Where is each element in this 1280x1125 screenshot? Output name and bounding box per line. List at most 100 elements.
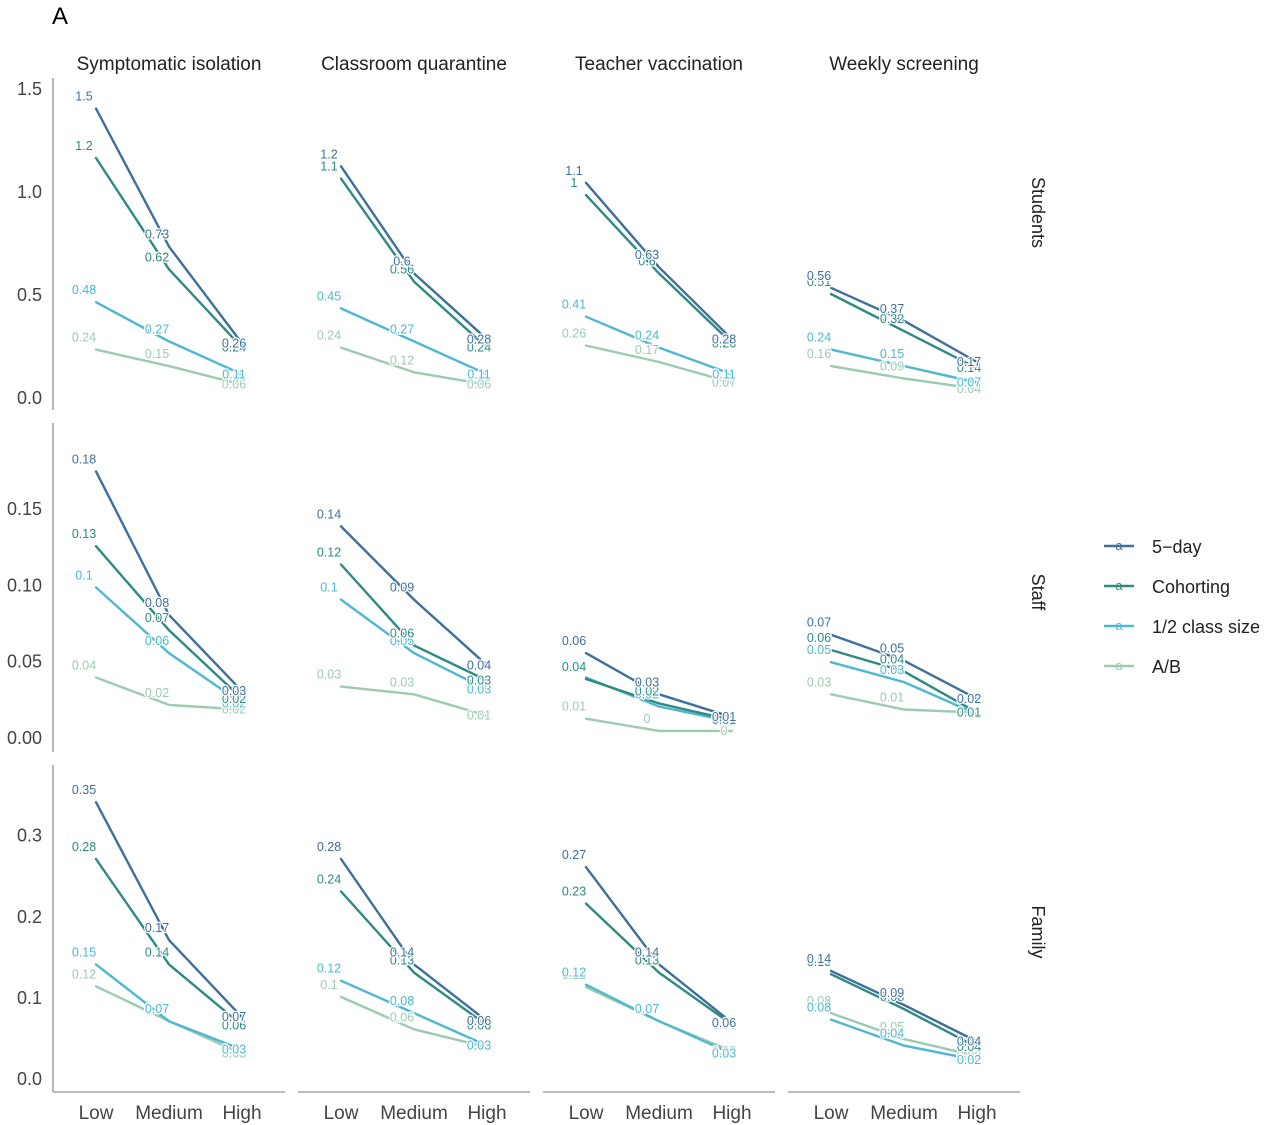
series-line-5-day-students-classroom-quarantine [339,165,489,341]
data-label-5-day-family-classroom-quarantine-medium: 0.14 [390,945,414,959]
y-tick-label-staff-0: 0.00 [7,728,42,748]
series-line-1-2-class-size-staff-weekly-screening [829,661,979,716]
series-line-cohorting-students-teacher-vaccination [584,193,734,345]
series-line-1-2-class-size-family-classroom-quarantine [339,979,489,1047]
x-tick-label-medium-1: Medium [135,1103,203,1124]
series-line-cohorting-family-weekly-screening [829,973,979,1049]
series-line-5-day-staff-weekly-screening [829,633,979,700]
data-label-1-2-class-size-staff-teacher-vaccination-high: 0.01 [712,715,736,729]
data-label-cohorting-family-teacher-vaccination-low: 0.23 [562,885,586,899]
data-label-1-2-class-size-students-classroom-quarantine-low: 0.45 [317,289,341,303]
legend-label-a-b: A/B [1152,657,1181,677]
series-line-a-b-students-weekly-screening [829,364,979,390]
data-label-cohorting-family-weekly-screening-medium: 0.08 [880,990,904,1004]
data-label-a-b-staff-classroom-quarantine-medium: 0.03 [390,675,414,689]
x-tick-label-medium-4: Medium [870,1103,938,1124]
data-label-a-b-students-symptomatic-isolation-low: 0.24 [72,331,96,345]
x-tick-label-medium-2: Medium [380,1103,448,1124]
data-label-a-b-students-symptomatic-isolation-medium: 0.15 [145,347,169,361]
x-tick-label-high-4: High [957,1103,996,1124]
data-label-5-day-family-teacher-vaccination-high: 0.06 [712,1016,736,1030]
row-strip-staff: Staff [1028,574,1048,612]
series-line-5-day-family-teacher-vaccination [584,865,734,1024]
data-label-5-day-staff-weekly-screening-high: 0.02 [957,692,981,706]
data-label-1-2-class-size-staff-symptomatic-isolation-medium: 0.06 [145,634,169,648]
row-strip-students: Students [1028,177,1048,248]
series-line-1-2-class-size-students-weekly-screening [829,348,979,384]
data-label-1-2-class-size-family-symptomatic-isolation-low: 0.15 [72,945,96,959]
series-line-5-day-staff-classroom-quarantine [339,525,489,667]
column-title-teacher-vaccination: Teacher vaccination [575,54,743,75]
series-line-5-day-staff-teacher-vaccination [584,651,734,719]
series-line-a-b-staff-weekly-screening [829,693,979,714]
data-label-a-b-family-weekly-screening-high: 0.02 [957,1049,981,1063]
data-label-a-b-staff-symptomatic-isolation-medium: 0.02 [145,686,169,700]
data-label-1-2-class-size-students-teacher-vaccination-medium: 0.24 [635,329,659,343]
series-line-cohorting-staff-weekly-screening [829,648,979,714]
y-tick-label-family-0: 0.0 [17,1069,42,1089]
data-label-cohorting-staff-symptomatic-isolation-low: 0.13 [72,527,96,541]
data-label-5-day-staff-classroom-quarantine-high: 0.04 [467,658,491,672]
data-label-a-b-family-classroom-quarantine-high: 0.03 [467,1040,491,1054]
data-label-1-2-class-size-family-symptomatic-isolation-high: 0.03 [222,1043,246,1057]
series-line-a-b-family-classroom-quarantine [339,995,489,1049]
legend-key-glyph-1-2-class-size: a [1116,619,1123,633]
data-label-1-2-class-size-students-weekly-screening-low: 0.24 [807,331,831,345]
series-line-cohorting-students-weekly-screening [829,292,979,370]
data-label-1-2-class-size-students-classroom-quarantine-medium: 0.27 [390,322,414,336]
series-line-5-day-students-teacher-vaccination [584,181,734,341]
data-label-1-2-class-size-staff-classroom-quarantine-high: 0.03 [467,683,491,697]
data-label-1-2-class-size-students-symptomatic-isolation-low: 0.48 [72,283,96,297]
data-label-cohorting-staff-classroom-quarantine-medium: 0.06 [390,626,414,640]
data-label-1-2-class-size-students-symptomatic-isolation-high: 0.11 [222,367,245,381]
series-line-a-b-family-weekly-screening [829,1011,979,1058]
data-label-1-2-class-size-family-classroom-quarantine-medium: 0.08 [390,994,414,1008]
data-label-cohorting-family-weekly-screening-low: 0.13 [807,955,831,969]
legend-label-1-2-class-size: 1/2 class size [1152,617,1260,637]
x-tick-label-low-4: Low [814,1103,849,1124]
data-label-cohorting-students-classroom-quarantine-high: 0.24 [467,341,491,355]
data-label-cohorting-staff-classroom-quarantine-low: 0.12 [317,546,341,560]
data-label-5-day-staff-teacher-vaccination-medium: 0.03 [635,675,659,689]
data-label-5-day-students-weekly-screening-high: 0.17 [957,355,981,369]
data-label-1-2-class-size-family-classroom-quarantine-low: 0.12 [317,962,341,976]
data-label-1-2-class-size-staff-weekly-screening-low: 0.05 [807,643,831,657]
data-label-5-day-staff-teacher-vaccination-high: 0.01 [712,710,736,724]
data-label-5-day-staff-symptomatic-isolation-high: 0.03 [222,684,246,698]
y-tick-label-students-1: 0.5 [17,285,42,305]
series-line-1-2-class-size-family-weekly-screening [829,1018,979,1062]
data-label-cohorting-students-teacher-vaccination-medium: 0.6 [638,254,655,268]
data-label-5-day-students-symptomatic-isolation-low: 1.5 [75,90,92,104]
data-label-a-b-family-teacher-vaccination-medium: 0.07 [635,1002,659,1016]
data-label-a-b-staff-teacher-vaccination-low: 0.01 [562,700,586,714]
data-label-cohorting-students-symptomatic-isolation-medium: 0.62 [145,250,169,264]
data-label-a-b-students-classroom-quarantine-low: 0.24 [317,329,341,343]
data-label-cohorting-family-teacher-vaccination-medium: 0.13 [635,954,659,968]
data-label-1-2-class-size-students-symptomatic-isolation-medium: 0.27 [145,322,169,336]
data-label-5-day-staff-teacher-vaccination-low: 0.06 [562,634,586,648]
data-label-cohorting-family-classroom-quarantine-high: 0.06 [467,1018,491,1032]
y-tick-label-students-2: 1.0 [17,182,42,202]
data-label-5-day-staff-symptomatic-isolation-medium: 0.08 [145,596,169,610]
data-label-5-day-staff-weekly-screening-low: 0.07 [807,616,831,630]
data-label-a-b-staff-weekly-screening-high: 0.01 [957,706,981,720]
data-label-a-b-staff-symptomatic-isolation-low: 0.04 [72,659,96,673]
data-label-a-b-staff-weekly-screening-medium: 0.01 [880,691,904,705]
data-label-cohorting-students-classroom-quarantine-low: 1.1 [320,160,337,174]
data-label-cohorting-staff-teacher-vaccination-high: 0.01 [712,713,736,727]
data-label-a-b-staff-weekly-screening-low: 0.03 [807,675,831,689]
series-line-5-day-staff-symptomatic-isolation [94,470,244,693]
y-tick-label-staff-1: 0.05 [7,652,42,672]
series-line-cohorting-staff-symptomatic-isolation [94,545,244,700]
series-line-a-b-staff-teacher-vaccination [584,717,734,733]
x-tick-label-high-3: High [712,1103,751,1124]
column-title-symptomatic-isolation: Symptomatic isolation [77,54,262,75]
data-label-a-b-family-weekly-screening-low: 0.08 [807,994,831,1008]
data-label-cohorting-staff-symptomatic-isolation-high: 0.02 [222,692,246,706]
data-label-1-2-class-size-family-teacher-vaccination-high: 0.03 [712,1047,736,1061]
series-line-1-2-class-size-students-classroom-quarantine [339,307,489,376]
data-label-5-day-family-weekly-screening-low: 0.14 [807,952,831,966]
data-label-cohorting-students-weekly-screening-low: 0.51 [807,275,831,289]
data-label-1-2-class-size-staff-classroom-quarantine-low: 0.1 [320,581,337,595]
